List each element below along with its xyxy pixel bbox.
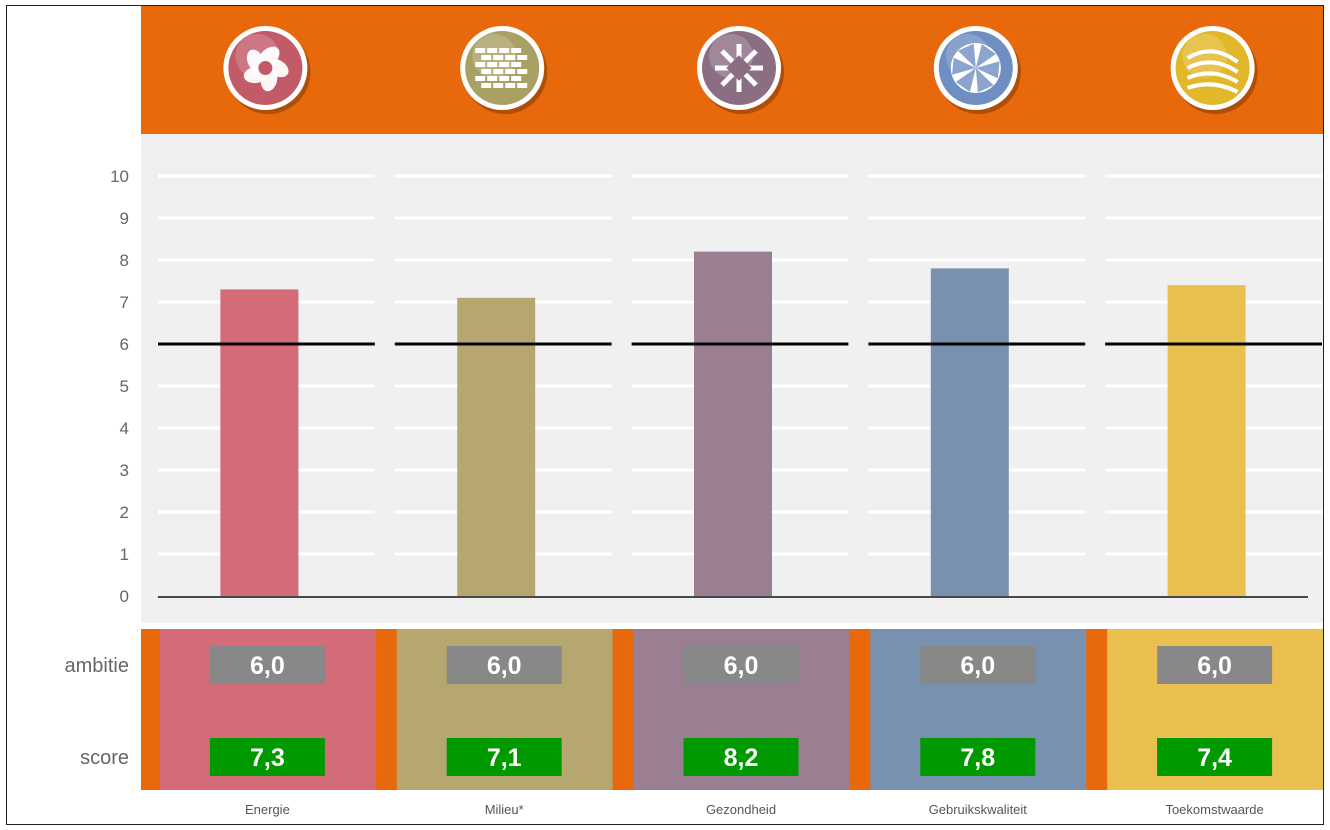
y-tick-label: 0 bbox=[120, 587, 129, 606]
ambition-badge bbox=[683, 646, 799, 684]
ambition-value: 6,0 bbox=[1197, 652, 1232, 680]
y-tick-label: 5 bbox=[120, 377, 129, 396]
score-value: 7,3 bbox=[250, 744, 285, 772]
y-tick-label: 10 bbox=[110, 167, 129, 186]
y-tick-label: 8 bbox=[120, 251, 129, 270]
y-tick-label: 1 bbox=[120, 545, 129, 564]
category-label: Milieu* bbox=[485, 802, 524, 817]
ambition-badge bbox=[1157, 646, 1273, 684]
snowflake-cross-icon bbox=[697, 26, 784, 114]
bar-gebruikskwaliteit bbox=[930, 268, 1009, 596]
row-label-score: score bbox=[80, 747, 129, 769]
ambition-badge bbox=[209, 646, 325, 684]
category-label: Toekomstwaarde bbox=[1165, 802, 1263, 817]
score-badge bbox=[1157, 738, 1273, 776]
score-value: 7,1 bbox=[487, 744, 522, 772]
y-tick-label: 9 bbox=[120, 209, 129, 228]
bar-chart: 0 1 2 3 4 5 6 7 8 9 10 ambitie 6,0 6,0 6,0 6,0 6,0 score 7… bbox=[65, 6, 1323, 817]
ambition-badge bbox=[920, 646, 1036, 684]
ambition-value: 6,0 bbox=[724, 652, 759, 680]
chart-frame: 0 1 2 3 4 5 6 7 8 9 10 ambitie 6,0 6,0 6,0 6,0 6,0 score 7… bbox=[6, 5, 1324, 825]
row-label-ambitie: ambitie bbox=[65, 655, 129, 677]
bar-milieu bbox=[457, 297, 536, 596]
score-badge bbox=[683, 738, 799, 776]
brick-wall-icon bbox=[460, 26, 548, 114]
bar-toekomstwaarde bbox=[1167, 285, 1246, 596]
score-badge bbox=[446, 738, 562, 776]
y-tick-label: 4 bbox=[120, 419, 129, 438]
category-label: Energie bbox=[245, 802, 290, 817]
score-value: 7,4 bbox=[1197, 744, 1232, 772]
score-value: 7,8 bbox=[960, 744, 995, 772]
y-tick-label: 2 bbox=[120, 503, 129, 522]
score-badge bbox=[920, 738, 1036, 776]
y-tick-label: 6 bbox=[120, 335, 129, 354]
y-tick-label: 7 bbox=[120, 293, 129, 312]
energy-swirl-icon bbox=[223, 26, 311, 114]
ambition-badge bbox=[446, 646, 562, 684]
ambition-value: 6,0 bbox=[487, 652, 522, 680]
score-value: 8,2 bbox=[724, 744, 759, 772]
camera-shutter-icon bbox=[933, 26, 1021, 114]
score-badge bbox=[209, 738, 325, 776]
ambition-value: 6,0 bbox=[250, 652, 285, 680]
ambition-value: 6,0 bbox=[960, 652, 995, 680]
category-label: Gebruikskwaliteit bbox=[929, 802, 1028, 817]
bar-gezondheid bbox=[694, 251, 772, 596]
striped-globe-icon bbox=[1170, 26, 1258, 114]
y-tick-label: 3 bbox=[120, 461, 129, 480]
category-label: Gezondheid bbox=[706, 802, 776, 817]
bar-energie bbox=[220, 289, 299, 596]
